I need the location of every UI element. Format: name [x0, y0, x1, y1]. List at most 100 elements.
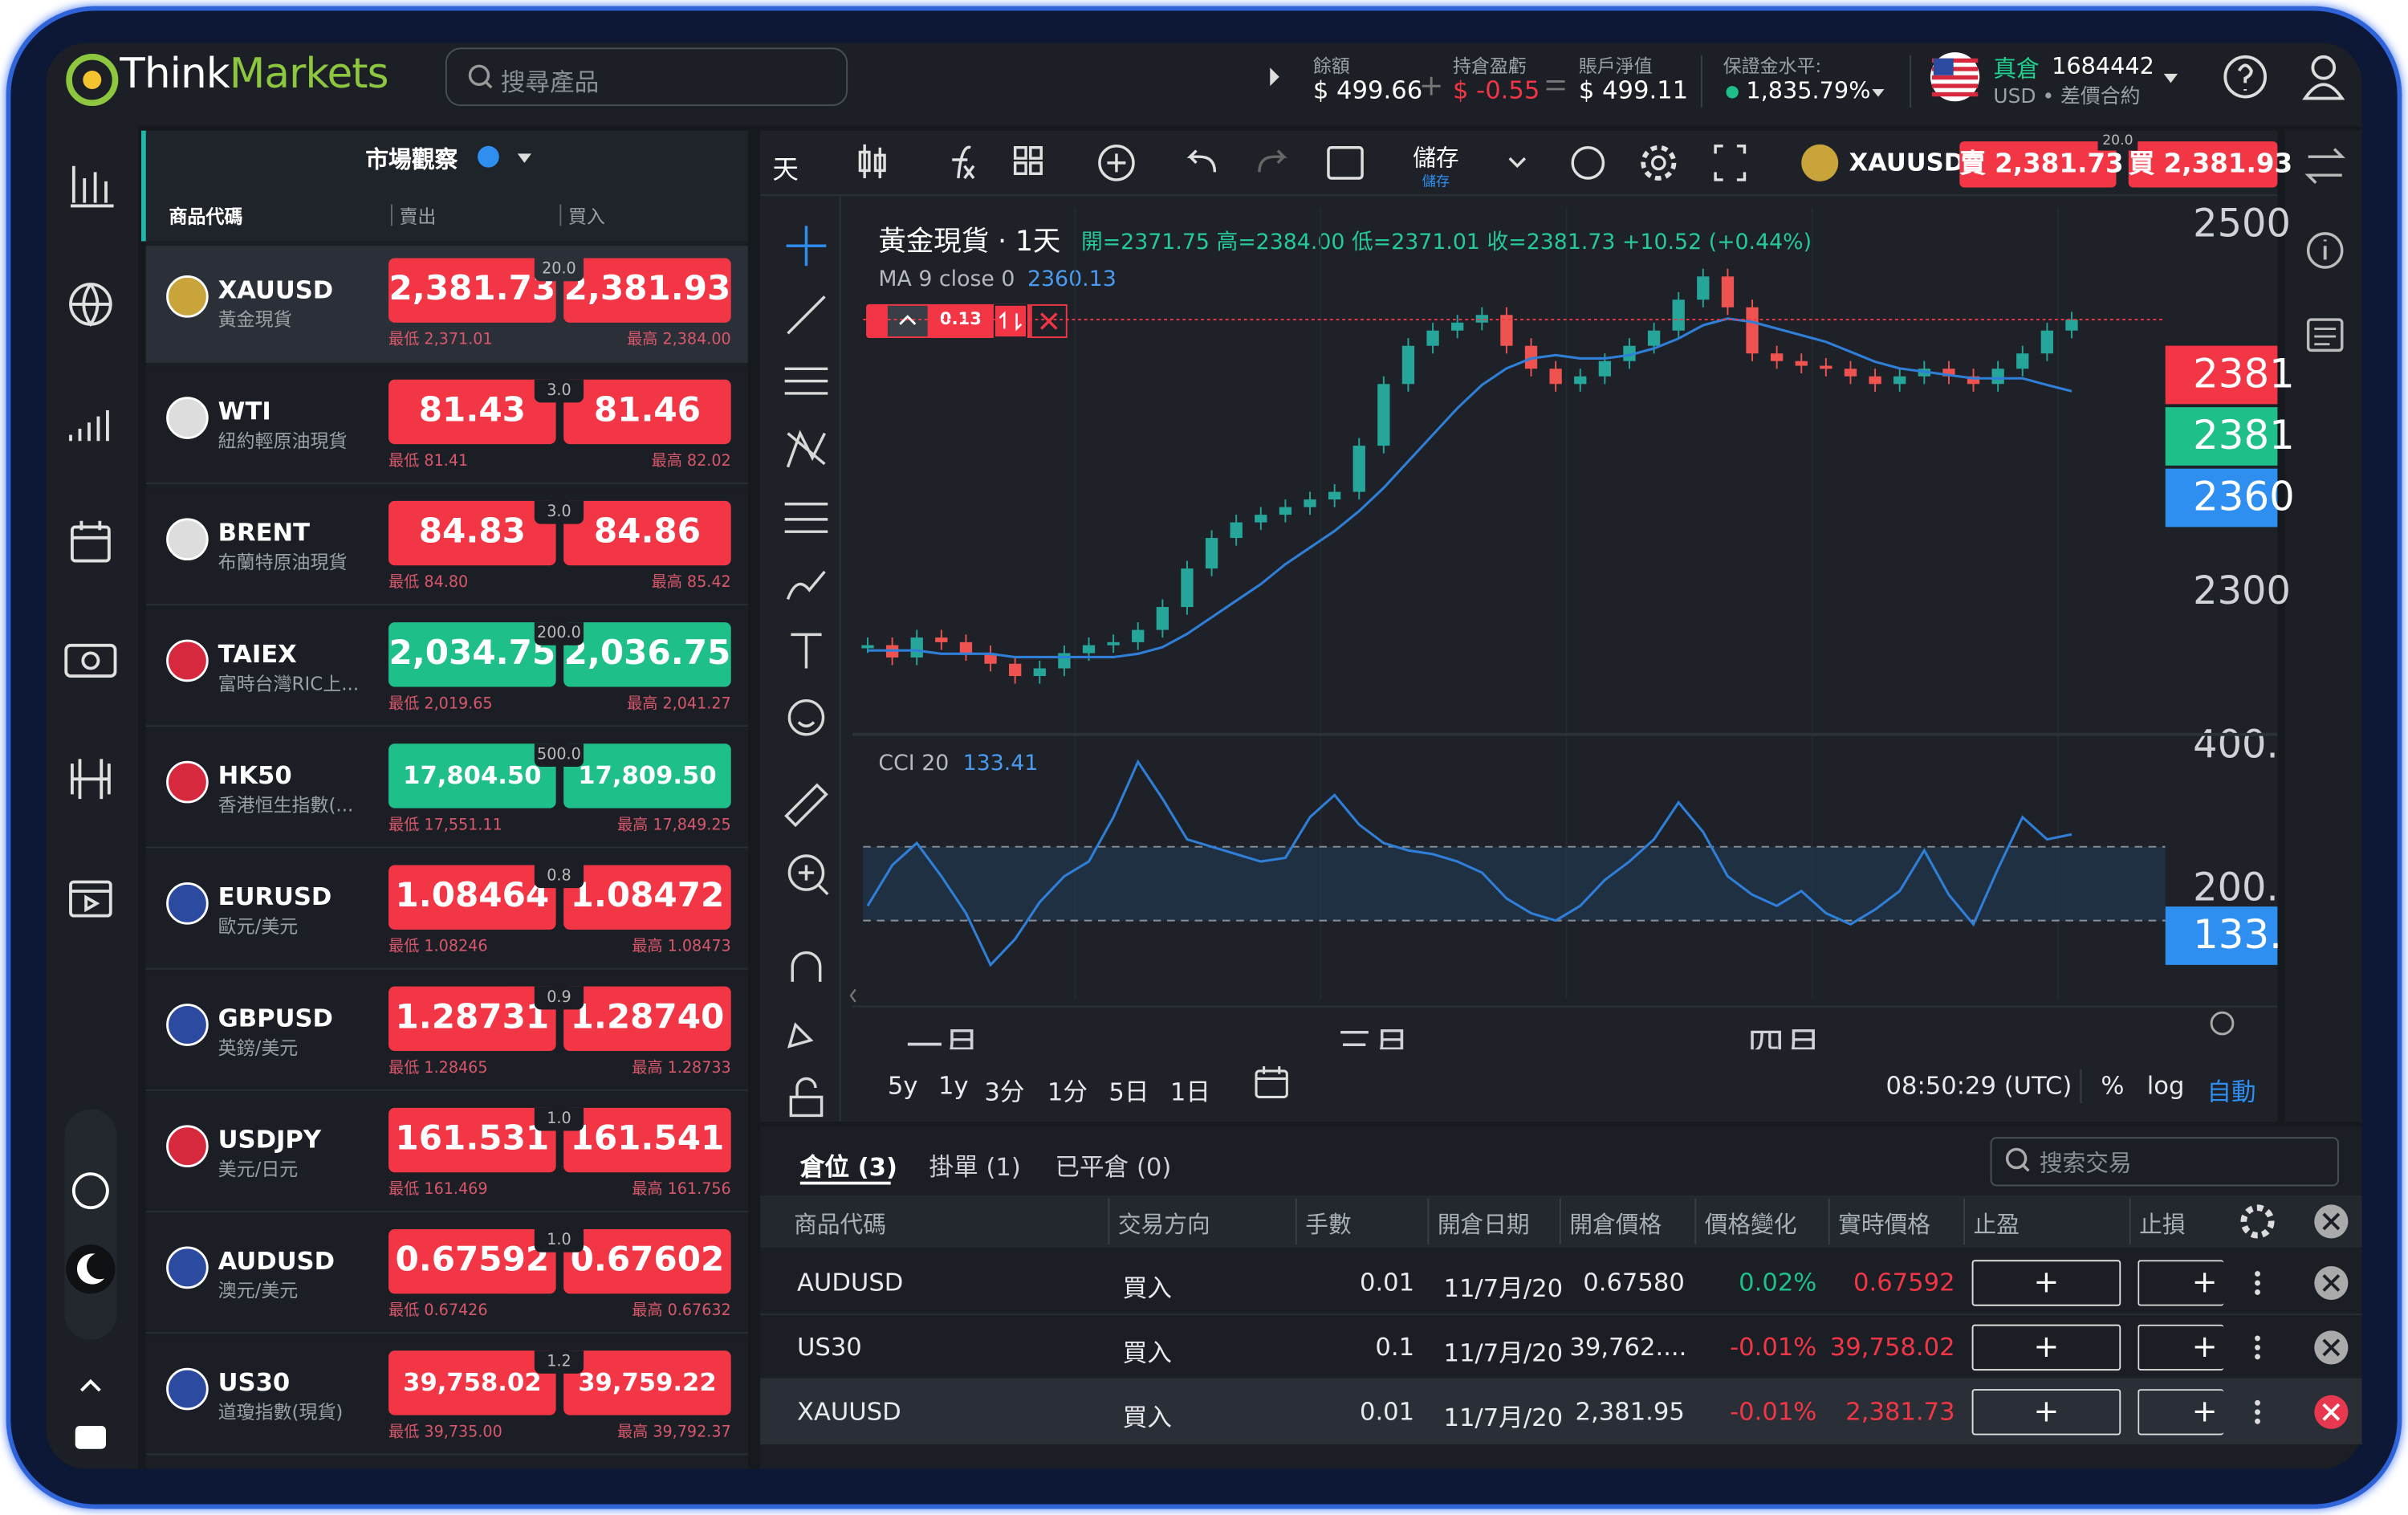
- candle-body: [1009, 663, 1022, 677]
- interval[interactable]: 天: [772, 155, 799, 186]
- spread: 200.0: [534, 622, 584, 646]
- right-sidebar: [2284, 130, 2362, 1122]
- toolbar-icon-redo: [1258, 149, 1287, 173]
- search-box[interactable]: [445, 47, 848, 107]
- candle-body: [1255, 515, 1267, 523]
- sidebar-icon: [69, 283, 112, 328]
- icon-part: [1098, 145, 1135, 181]
- price-tag: 2360: [2165, 468, 2295, 527]
- symbol-icon: [166, 760, 209, 804]
- equals-sign: [1546, 79, 1565, 91]
- buy-button[interactable]: 1.28740: [563, 986, 731, 1052]
- buy-button[interactable]: 2,381.93: [563, 258, 731, 323]
- timeframe-button[interactable]: 1日: [1169, 1077, 1211, 1106]
- candle-body: [1033, 668, 1046, 677]
- spread: 1.0: [534, 1107, 584, 1131]
- timeframe-button[interactable]: 1y: [938, 1070, 969, 1101]
- buy-button[interactable]: 2,036.75: [563, 622, 731, 687]
- positions-search[interactable]: [1990, 1137, 2339, 1187]
- positions-tab[interactable]: 倉位 (3): [799, 1152, 898, 1182]
- symbol-icon: [166, 882, 209, 925]
- day-low: 最低 84.80: [388, 574, 469, 592]
- stop-loss-button[interactable]: +: [2138, 1260, 2224, 1306]
- candle-body: [861, 645, 874, 649]
- timeframe-button[interactable]: 1分: [1047, 1077, 1088, 1106]
- sell-button[interactable]: 2,381.73: [388, 258, 556, 323]
- more-menu: [2255, 1344, 2260, 1350]
- sell-button[interactable]: 1.28731: [388, 986, 556, 1052]
- timeframe-button[interactable]: 5日: [1108, 1077, 1149, 1106]
- icon-part: [1029, 146, 1043, 160]
- toolbar-icon-add: [1098, 145, 1135, 181]
- x-axis-clip: 一月 三月 四月: [860, 1008, 2165, 1049]
- candle-body: [1795, 360, 1808, 366]
- scale-option[interactable]: 自動: [2207, 1077, 2256, 1106]
- sell-button[interactable]: 1.08464: [388, 865, 556, 930]
- take-profit-button[interactable]: +: [1971, 1324, 2121, 1371]
- positions-tab[interactable]: 已平倉 (0): [1055, 1152, 1172, 1182]
- timeframe-button[interactable]: 3分: [984, 1077, 1025, 1106]
- order-close[interactable]: [1030, 303, 1068, 339]
- price-tag: 2381: [2165, 407, 2295, 466]
- position-cell: -0.01%: [1730, 1396, 1817, 1426]
- sidebar-icon: [71, 165, 114, 208]
- stop-loss-button[interactable]: +: [2138, 1324, 2224, 1371]
- sell-button[interactable]: 17,804.50: [388, 743, 556, 808]
- price-axis-label: 2500: [2193, 201, 2291, 246]
- positions-tab[interactable]: 掛單 (1): [929, 1152, 1021, 1182]
- candle-body: [1107, 641, 1120, 646]
- symbol: GBPUSD: [218, 1003, 333, 1033]
- timeframe-button[interactable]: 5y: [887, 1070, 918, 1101]
- chart-sell[interactable]: 賣 2,381.73: [1959, 141, 2124, 188]
- day-high: 最高 0.67632: [632, 1302, 731, 1320]
- position-row[interactable]: [760, 1315, 2362, 1380]
- sell-button[interactable]: 81.43: [388, 379, 556, 445]
- take-profit-button[interactable]: +: [1971, 1260, 2121, 1306]
- save-button[interactable]: 儲存: [1413, 144, 1459, 173]
- sell-button[interactable]: 0.67592: [388, 1229, 556, 1294]
- buy-button[interactable]: 81.46: [563, 379, 731, 445]
- position-cell: XAUUSD: [796, 1396, 901, 1426]
- watchlist-title: 市場觀察: [365, 145, 458, 174]
- scale-option[interactable]: log: [2146, 1070, 2185, 1101]
- order-reverse[interactable]: [993, 303, 1027, 339]
- chart-spread: 20.0: [2097, 132, 2138, 151]
- scale-option[interactable]: %: [2101, 1070, 2125, 1101]
- toolbar-icon-layouts: [1013, 146, 1043, 175]
- flag-stripe: [1931, 92, 1979, 97]
- spread: 3.0: [534, 379, 584, 403]
- position-cell: 11/7月/20:: [1443, 1403, 1565, 1432]
- position-cell: 39,758.02: [1829, 1332, 1955, 1362]
- close-position: [2322, 1403, 2341, 1421]
- buy-button[interactable]: 1.08472: [563, 865, 731, 930]
- buy-button[interactable]: 161.541: [563, 1107, 731, 1173]
- sell-button[interactable]: 2,034.75: [388, 622, 556, 687]
- position-cell: -0.01%: [1730, 1332, 1817, 1362]
- drawing-tool: [789, 1077, 824, 1118]
- sell-button[interactable]: 161.531: [388, 1107, 556, 1173]
- symbol-name: 富時台灣RIC上...: [218, 673, 360, 695]
- chart-buy[interactable]: 買 2,381.93: [2128, 141, 2292, 188]
- chart-symbol[interactable]: XAUUSD: [1849, 147, 1965, 177]
- buy-button[interactable]: 84.86: [563, 500, 731, 566]
- buy-button[interactable]: 39,759.22: [563, 1350, 731, 1415]
- buy-button[interactable]: 0.67602: [563, 1229, 731, 1294]
- price-axis-label: 2300: [2193, 568, 2291, 613]
- stop-loss-button[interactable]: +: [2138, 1389, 2224, 1436]
- day-high: 最高 82.02: [651, 453, 731, 470]
- user-icon: [2311, 55, 2337, 80]
- position-cell: 11/7月/20:: [1443, 1338, 1565, 1368]
- sell-button[interactable]: 39,758.02: [388, 1350, 556, 1415]
- spread: 500.0: [534, 743, 584, 767]
- expand-arrow: [1270, 67, 1279, 87]
- symbol-icon: [166, 1125, 209, 1168]
- order-collapse[interactable]: [887, 305, 928, 337]
- candle-body: [1156, 607, 1169, 630]
- take-profit-button[interactable]: +: [1971, 1389, 2121, 1436]
- buy-button[interactable]: 17,809.50: [563, 743, 731, 808]
- sell-button[interactable]: 84.83: [388, 500, 556, 566]
- symbol-name: 布蘭特原油現貨: [218, 552, 348, 573]
- drawing-tool: [784, 503, 828, 533]
- close-icon: [1039, 312, 1058, 330]
- position-cell: 0.67580: [1583, 1267, 1685, 1297]
